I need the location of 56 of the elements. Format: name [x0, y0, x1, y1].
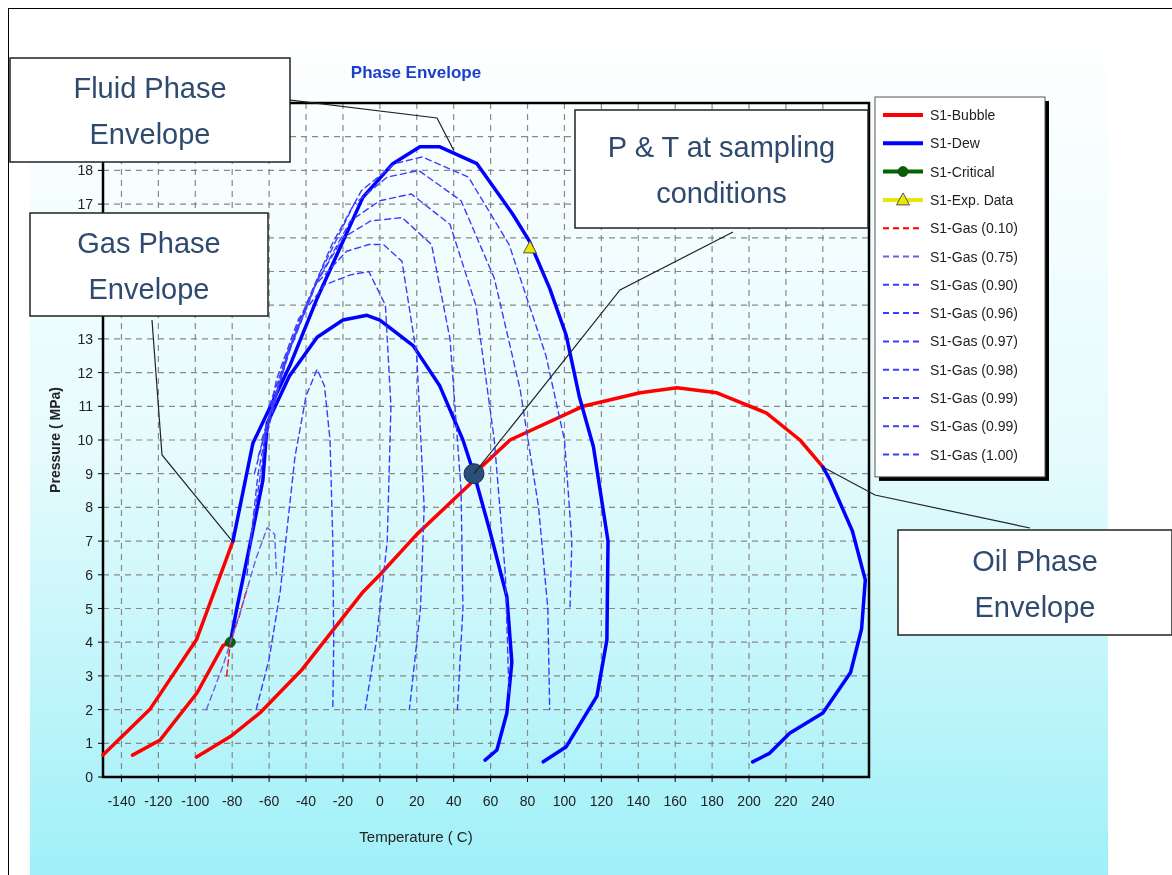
x-tick-label: 20 — [408, 793, 425, 809]
y-tick-label: 5 — [85, 600, 94, 617]
legend-label: S1-Exp. Data — [930, 191, 1014, 208]
x-tick-label: -80 — [222, 793, 243, 809]
x-tick-label: 140 — [626, 793, 651, 809]
y-tick-label: 0 — [85, 769, 94, 785]
y-tick-label: 12 — [77, 364, 94, 381]
annotation: Fluid Phase Envelope — [73, 72, 227, 150]
legend-label: S1-Gas (0.75) — [930, 248, 1018, 265]
y-tick-label: 17 — [77, 196, 94, 213]
legend-label: S1-Critical — [930, 163, 995, 180]
y-tick-label: 4 — [85, 634, 94, 651]
legend-label: S1-Gas (0.98) — [930, 361, 1018, 378]
y-tick-label: 2 — [85, 701, 94, 718]
x-tick-label: 100 — [552, 793, 577, 809]
x-tick-label: -60 — [259, 793, 280, 809]
annotation: Oil Phase Envelope — [972, 544, 1098, 623]
y-tick-label: 10 — [77, 432, 94, 448]
x-tick-label: -40 — [295, 793, 317, 809]
legend-label: S1-Gas (0.96) — [930, 305, 1018, 322]
x-tick-label: 0 — [375, 793, 384, 809]
x-axis-title: Temperature ( C) — [359, 828, 473, 845]
x-tick-label: -140 — [107, 793, 136, 809]
legend-label: S1-Gas (0.10) — [930, 220, 1018, 237]
x-tick-label: -100 — [181, 793, 210, 809]
y-tick-label: 3 — [85, 667, 94, 684]
legend-label: S1-Gas (0.90) — [930, 276, 1018, 293]
x-tick-label: -120 — [144, 793, 173, 809]
annotation: Gas Phase Envelope — [77, 226, 221, 305]
y-tick-label: 18 — [77, 162, 94, 179]
legend-label: S1-Gas (0.99) — [930, 390, 1018, 406]
annotation: P & T at sampling conditions — [607, 131, 836, 209]
chart-title: Phase Envelope — [350, 63, 482, 82]
x-tick-label: 180 — [700, 793, 724, 809]
x-tick-label: 80 — [519, 793, 536, 809]
x-tick-label: 40 — [445, 793, 462, 809]
legend-label: S1-Gas (0.97) — [930, 333, 1018, 350]
x-tick-label: 60 — [482, 793, 499, 809]
y-tick-label: 9 — [85, 465, 94, 482]
y-tick-label: 8 — [85, 499, 94, 516]
y-axis-title: Pressure ( MPa) — [47, 387, 63, 493]
legend-label: S1-Gas (1.00) — [930, 446, 1018, 463]
x-tick-label: -20 — [332, 793, 354, 809]
legend-label: S1-Dew — [930, 135, 981, 152]
x-tick-label: 160 — [663, 793, 688, 809]
legend-label: S1-Bubble — [930, 107, 996, 123]
legend-label: S1-Gas (0.99) — [930, 418, 1018, 435]
x-tick-label: 220 — [774, 793, 798, 809]
y-tick-label: 1 — [85, 735, 94, 752]
x-tick-label: 200 — [737, 793, 761, 809]
y-tick-label: 7 — [85, 533, 94, 550]
y-tick-label: 11 — [78, 398, 94, 415]
y-tick-label: 13 — [77, 330, 94, 347]
y-tick-label: 6 — [85, 566, 94, 583]
x-tick-label: 240 — [811, 793, 835, 809]
x-tick-label: 120 — [589, 793, 614, 809]
